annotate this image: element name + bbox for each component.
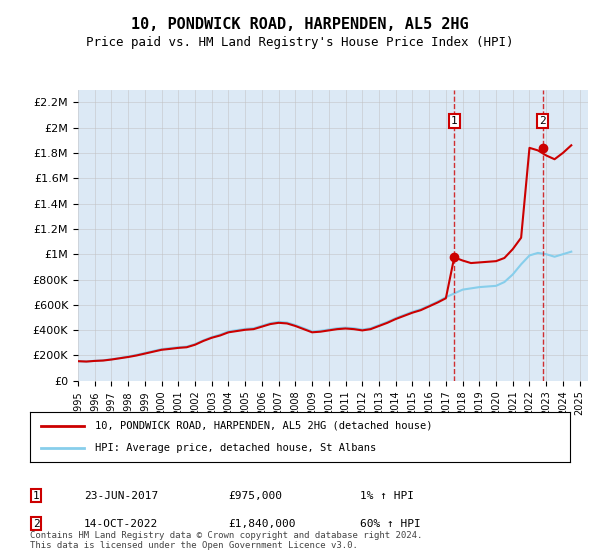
Text: Price paid vs. HM Land Registry's House Price Index (HPI): Price paid vs. HM Land Registry's House … [86, 36, 514, 49]
Text: 2: 2 [32, 519, 40, 529]
Text: 10, PONDWICK ROAD, HARPENDEN, AL5 2HG: 10, PONDWICK ROAD, HARPENDEN, AL5 2HG [131, 17, 469, 32]
Text: 23-JUN-2017: 23-JUN-2017 [84, 491, 158, 501]
Text: Contains HM Land Registry data © Crown copyright and database right 2024.
This d: Contains HM Land Registry data © Crown c… [30, 530, 422, 550]
Text: 2: 2 [539, 116, 546, 126]
Text: £975,000: £975,000 [228, 491, 282, 501]
Text: 14-OCT-2022: 14-OCT-2022 [84, 519, 158, 529]
Text: 10, PONDWICK ROAD, HARPENDEN, AL5 2HG (detached house): 10, PONDWICK ROAD, HARPENDEN, AL5 2HG (d… [95, 421, 432, 431]
Text: £1,840,000: £1,840,000 [228, 519, 296, 529]
Text: 60% ↑ HPI: 60% ↑ HPI [360, 519, 421, 529]
Text: 1% ↑ HPI: 1% ↑ HPI [360, 491, 414, 501]
Text: 1: 1 [32, 491, 40, 501]
Text: HPI: Average price, detached house, St Albans: HPI: Average price, detached house, St A… [95, 443, 376, 453]
Text: 1: 1 [451, 116, 458, 126]
